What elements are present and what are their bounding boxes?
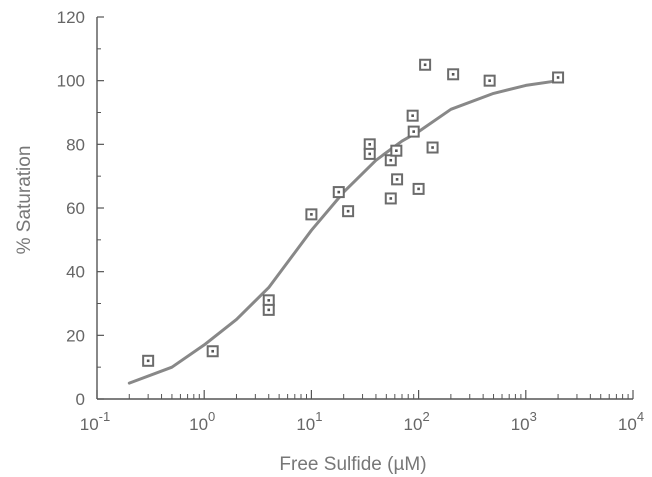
y-tick-label: 20 <box>66 326 85 345</box>
data-point-center <box>412 130 415 133</box>
data-point <box>363 138 376 151</box>
data-point-center <box>488 79 491 82</box>
data-point-center <box>395 149 398 152</box>
data-point-center <box>211 349 214 353</box>
y-tick-label: 40 <box>66 263 85 282</box>
data-point <box>262 303 275 316</box>
data-point-center <box>451 73 455 76</box>
x-axis-title: Free Sulfide (µM) <box>279 454 426 475</box>
data-point <box>332 186 345 199</box>
fit-curve <box>127 79 560 385</box>
data-point <box>412 182 425 195</box>
data-point <box>305 208 318 221</box>
x-tick-label: 10-1 <box>80 409 110 434</box>
data-point-center <box>411 114 414 117</box>
data-point <box>406 109 419 122</box>
data-point <box>391 173 404 186</box>
data-point-center <box>146 359 150 363</box>
y-tick-label: 0 <box>76 390 85 409</box>
y-tick-label: 60 <box>66 199 85 218</box>
data-point <box>447 68 460 81</box>
data-point <box>342 205 355 218</box>
data-point <box>384 154 397 167</box>
data-point <box>390 144 403 157</box>
data-point <box>419 58 432 71</box>
data-point <box>363 147 376 160</box>
data-point-center <box>368 152 372 156</box>
data-point-center <box>395 178 399 181</box>
data-point-center <box>368 143 372 146</box>
data-point <box>483 74 496 87</box>
data-point <box>426 141 439 154</box>
data-point <box>407 125 420 138</box>
y-tick-label: 120 <box>57 8 85 27</box>
data-point-center <box>267 308 271 312</box>
x-tick-label: 100 <box>189 409 215 434</box>
x-tick-label: 103 <box>511 409 537 434</box>
x-tick-label: 104 <box>618 409 644 434</box>
data-point-center <box>423 63 427 67</box>
x-tick-label: 101 <box>296 409 322 434</box>
data-point-center <box>346 209 350 213</box>
data-point <box>384 192 397 205</box>
y-axis-title: % Saturation <box>14 146 35 255</box>
x-tick-label: 102 <box>404 409 430 434</box>
data-points <box>142 58 565 367</box>
data-point-center <box>556 76 560 79</box>
data-point <box>206 345 219 358</box>
data-point <box>552 71 565 84</box>
data-point-center <box>431 146 434 149</box>
data-point-center <box>389 158 393 162</box>
data-point-center <box>267 299 271 302</box>
y-tick-label: 100 <box>57 72 85 91</box>
data-point-center <box>389 197 393 200</box>
axes: 0 20 40 60 80 100 120 10-1 100 101 102 103 104 <box>57 8 644 434</box>
data-point <box>142 354 155 367</box>
data-point-center <box>310 213 313 216</box>
data-point <box>262 294 275 307</box>
data-point-center <box>337 190 341 194</box>
data-point-center <box>417 187 420 191</box>
y-tick-label: 80 <box>66 135 85 154</box>
